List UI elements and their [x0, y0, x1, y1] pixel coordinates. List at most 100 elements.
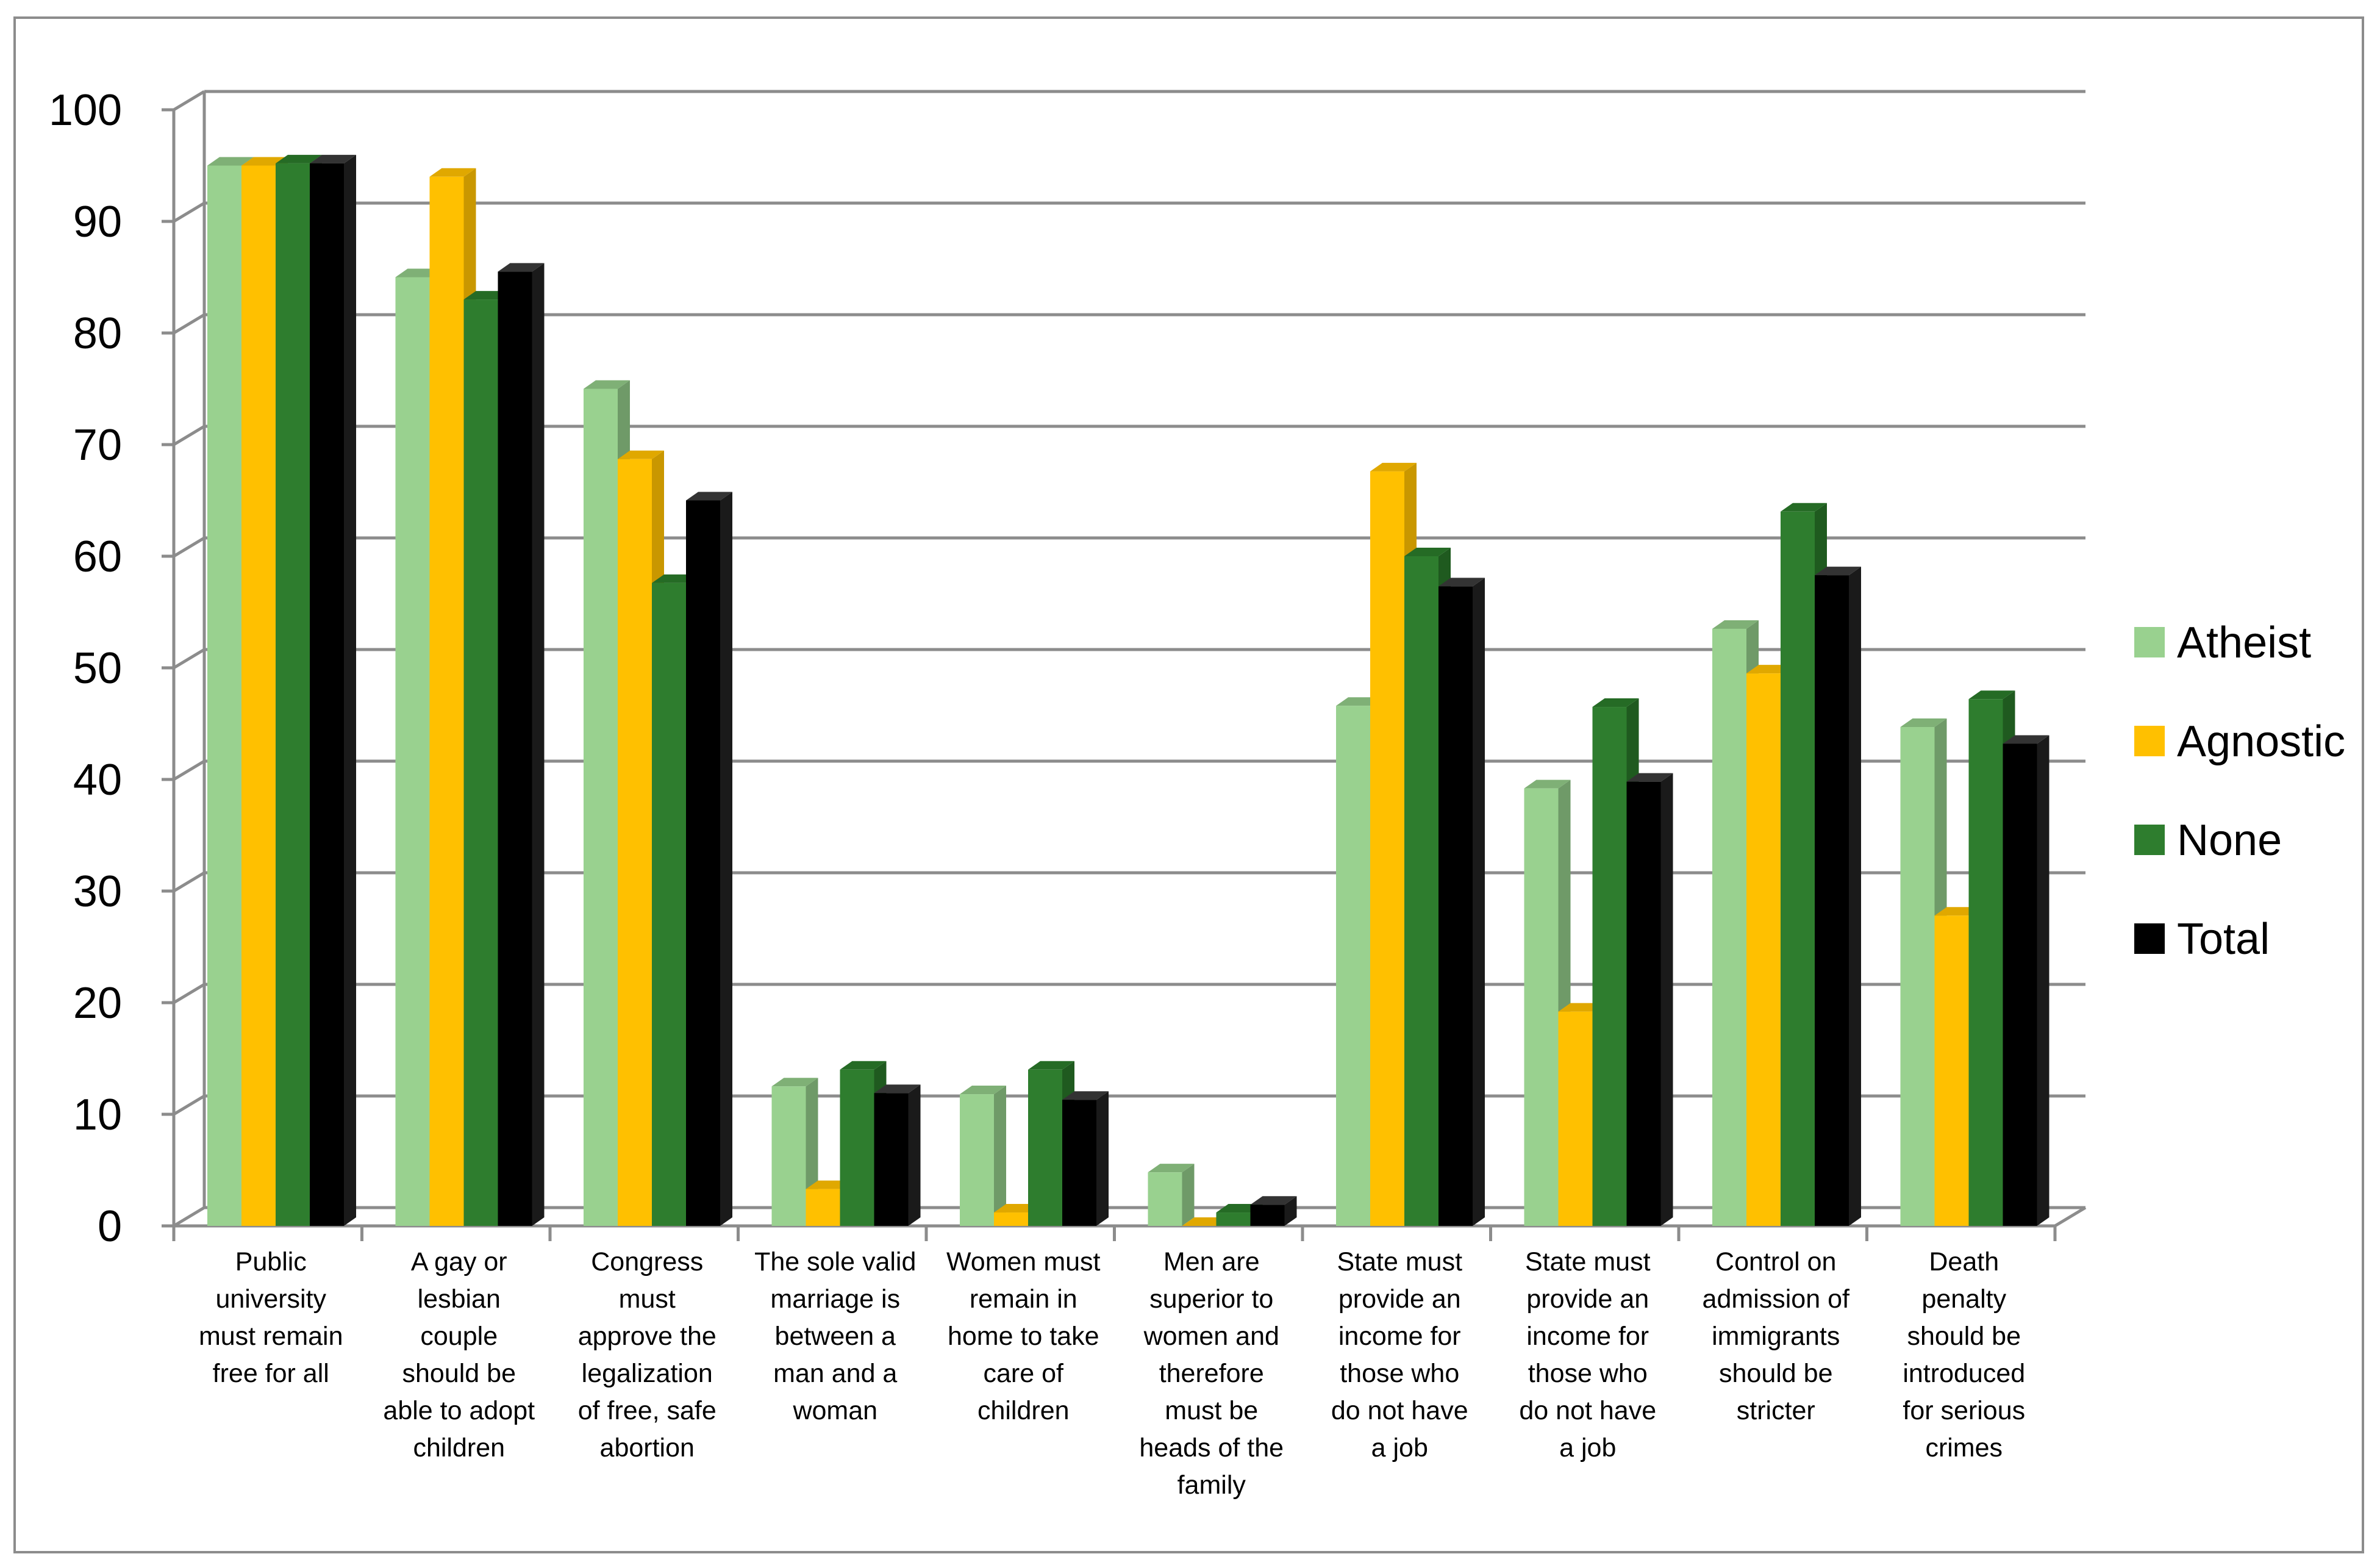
x-label-line: superior to	[1149, 1284, 1273, 1314]
bar-front	[1712, 628, 1746, 1226]
bar-front	[310, 163, 344, 1227]
legend: Atheist Agnostic None Total	[2134, 618, 2345, 964]
bar-top	[840, 1061, 887, 1070]
bar-top	[686, 492, 732, 501]
bar-top	[1524, 779, 1571, 789]
bar-front	[1746, 673, 1781, 1226]
bar-total-8	[1815, 567, 1861, 1226]
legend-swatch-none	[2134, 825, 2165, 855]
bar-side	[1096, 1091, 1109, 1226]
bar-side	[532, 263, 545, 1227]
x-label-3: The sole valid marriage is between a man an…	[754, 1247, 916, 1425]
bar-front	[1558, 1011, 1593, 1226]
legend-label-total: Total	[2177, 915, 2270, 964]
bar-front	[1592, 707, 1627, 1226]
ytick-label: 40	[73, 756, 122, 804]
x-label-7: State must provide an income for those who d…	[1519, 1247, 1656, 1463]
x-label-line: income for	[1338, 1322, 1461, 1351]
bar-front	[429, 176, 464, 1226]
bar-side	[2037, 735, 2049, 1226]
x-label-line: Congress	[591, 1247, 703, 1277]
bar-front	[498, 271, 532, 1227]
bar-front	[1062, 1100, 1096, 1226]
gridline-depth-40	[173, 759, 205, 781]
bar-front	[806, 1189, 840, 1226]
bar-top	[1968, 690, 2015, 700]
x-label-0: Public university must remain free for all	[199, 1247, 343, 1388]
bar-top	[1592, 698, 1639, 707]
x-label-line: Public	[235, 1247, 307, 1277]
x-label-5: Men are superior to women and therefore must…	[1139, 1247, 1284, 1500]
x-label-line: heads of the	[1139, 1433, 1284, 1463]
bar-top	[618, 450, 664, 459]
x-label-line: care of	[984, 1359, 1065, 1388]
x-axis-labels: Public university must remain free for all A…	[199, 1247, 2025, 1500]
x-label-line: university	[215, 1284, 326, 1314]
x-label-line: able to adopt	[383, 1396, 535, 1425]
x-label-line: family	[1177, 1470, 1246, 1500]
ytick-label: 100	[49, 86, 122, 135]
ytick-label: 80	[73, 309, 122, 358]
x-label-line: those who	[1340, 1359, 1459, 1388]
bar-total-5	[1250, 1196, 1297, 1226]
bar-front	[1934, 915, 1969, 1226]
gridline-depth-20	[173, 983, 205, 1005]
x-label-line: of free, safe	[578, 1396, 717, 1425]
ytick-label: 60	[73, 532, 122, 581]
bar-front	[276, 163, 310, 1227]
x-label-line: approve the	[578, 1322, 717, 1351]
bar-front	[686, 500, 720, 1226]
x-label-line: The sole valid	[754, 1247, 916, 1277]
bar-top	[1404, 548, 1451, 556]
gridline-depth-0	[173, 1206, 205, 1228]
bar-front	[1148, 1172, 1182, 1226]
bar-total-0	[310, 154, 356, 1227]
floor-right-edge	[2054, 1206, 2087, 1228]
y-axis-ticks: 0 10 20 30 40 50 60 70 80 90 100	[49, 86, 122, 1251]
x-label-8: Control on admission of immigrants should b…	[1703, 1247, 1850, 1425]
x-label-6: State must provide an income for those who d…	[1331, 1247, 1468, 1463]
bar-total-1	[498, 263, 545, 1227]
gridline-depth-60	[173, 536, 205, 558]
gridline-depth-70	[173, 424, 205, 446]
legend-swatch-atheist	[2134, 627, 2165, 657]
legend-swatch-total	[2134, 923, 2165, 954]
ytick-label: 50	[73, 644, 122, 693]
x-label-line: Men are	[1163, 1247, 1260, 1277]
bar-front	[1900, 726, 1935, 1226]
x-label-line: therefore	[1159, 1359, 1264, 1388]
ytick-label: 30	[73, 867, 122, 916]
x-label-line: must	[619, 1284, 676, 1314]
x-label-line: a job	[1371, 1433, 1428, 1463]
x-label-line: between a	[775, 1322, 896, 1351]
bar-front	[395, 277, 430, 1226]
bar-front	[618, 459, 652, 1226]
bar-top	[960, 1086, 1006, 1095]
bar-front	[1336, 706, 1370, 1226]
bar-top	[1626, 773, 1673, 782]
bars	[207, 154, 2049, 1227]
bar-top	[1062, 1091, 1109, 1100]
bar-top	[1250, 1196, 1297, 1205]
bar-front	[1626, 781, 1661, 1226]
bar-top	[276, 154, 322, 163]
bar-top	[1900, 718, 1947, 727]
bar-front	[840, 1069, 874, 1226]
bar-front	[874, 1093, 909, 1226]
bar-top	[1781, 503, 1827, 512]
bar-top	[1815, 567, 1861, 576]
bar-atheist-5	[1148, 1164, 1195, 1226]
x-label-line: State must	[1525, 1247, 1651, 1277]
bar-front	[960, 1094, 994, 1226]
x-label-line: do not have	[1331, 1396, 1468, 1425]
x-label-2: Congress must approve the legalization of fr…	[578, 1247, 717, 1463]
legend-label-none: None	[2177, 816, 2282, 865]
bar-side	[1473, 578, 1485, 1227]
x-label-line: Control on	[1715, 1247, 1836, 1277]
bar-side	[908, 1084, 921, 1226]
bar-atheist-4	[960, 1086, 1006, 1226]
x-label-line: abortion	[600, 1433, 695, 1463]
x-label-line: Death	[1929, 1247, 1999, 1277]
ytick-label: 90	[73, 198, 122, 246]
gridline-depth-10	[173, 1094, 205, 1116]
